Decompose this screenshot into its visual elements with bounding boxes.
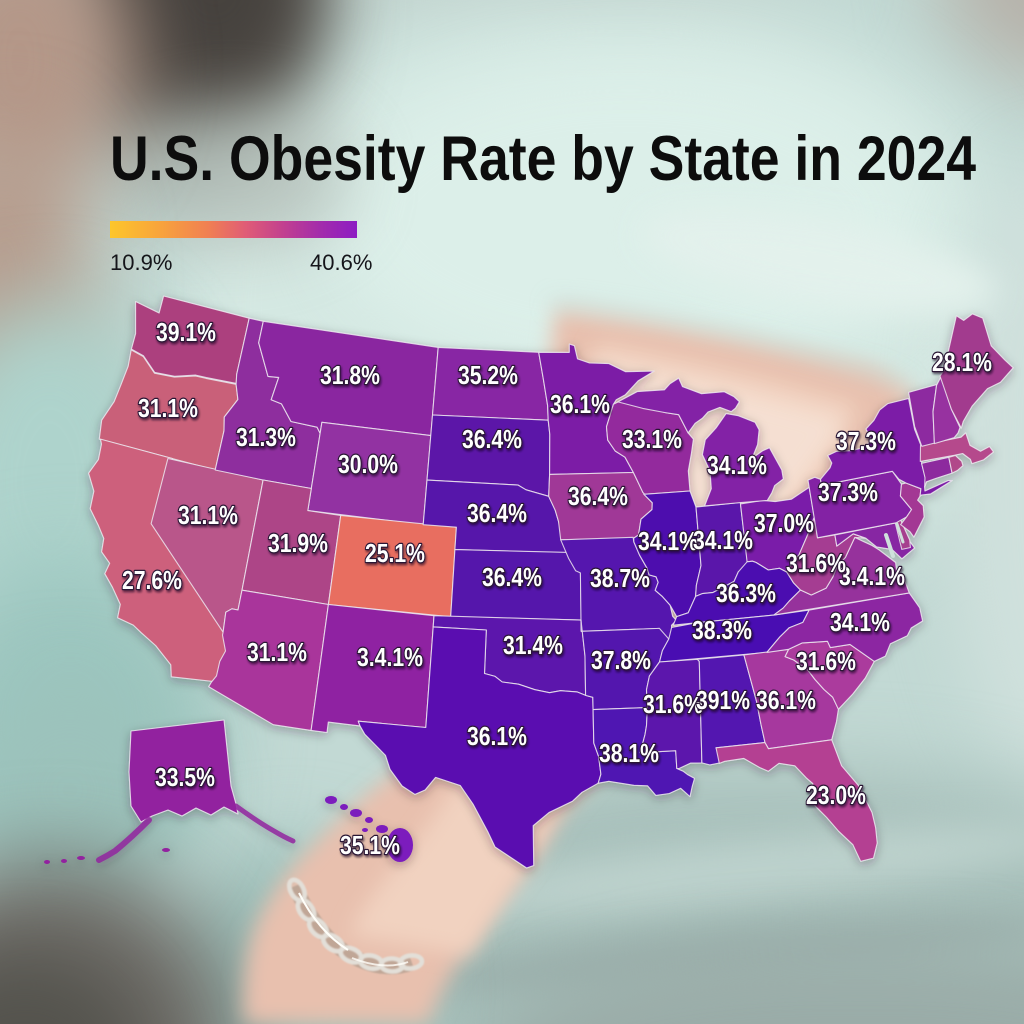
svg-text:31.1%: 31.1% xyxy=(138,393,198,423)
svg-text:36.1%: 36.1% xyxy=(550,389,610,419)
svg-text:27.6%: 27.6% xyxy=(122,565,182,595)
svg-text:37.8%: 37.8% xyxy=(591,645,651,675)
svg-text:U.S. Obesity Rate by State in: U.S. Obesity Rate by State in 2024 xyxy=(110,124,976,194)
svg-text:38.3%: 38.3% xyxy=(692,615,752,645)
svg-text:35.2%: 35.2% xyxy=(458,360,518,390)
svg-text:37.0%: 37.0% xyxy=(754,508,814,538)
svg-text:34.1%: 34.1% xyxy=(707,450,767,480)
svg-text:36.4%: 36.4% xyxy=(462,424,522,454)
svg-text:23.0%: 23.0% xyxy=(806,780,866,810)
svg-text:31.6%: 31.6% xyxy=(796,646,856,676)
svg-text:37.3%: 37.3% xyxy=(836,426,896,456)
svg-text:34.1%: 34.1% xyxy=(693,525,753,555)
svg-text:31.8%: 31.8% xyxy=(320,360,380,390)
svg-text:30.0%: 30.0% xyxy=(338,449,398,479)
svg-text:34.1%: 34.1% xyxy=(638,526,698,556)
svg-text:36.4%: 36.4% xyxy=(482,562,542,592)
svg-text:36.4%: 36.4% xyxy=(467,498,527,528)
svg-text:36.4%: 36.4% xyxy=(568,481,628,511)
svg-text:31.4%: 31.4% xyxy=(503,630,563,660)
svg-text:31.3%: 31.3% xyxy=(236,422,296,452)
svg-text:38.1%: 38.1% xyxy=(599,738,659,768)
svg-text:3.4.1%: 3.4.1% xyxy=(839,561,905,591)
svg-text:36.1%: 36.1% xyxy=(756,685,816,715)
svg-text:3.4.1%: 3.4.1% xyxy=(357,642,423,672)
svg-text:35.1%: 35.1% xyxy=(340,830,400,860)
svg-text:38.7%: 38.7% xyxy=(590,563,650,593)
svg-text:31.1%: 31.1% xyxy=(178,500,238,530)
svg-text:33.1%: 33.1% xyxy=(622,424,682,454)
svg-text:31.6%: 31.6% xyxy=(786,548,846,578)
svg-text:31.6%: 31.6% xyxy=(643,689,703,719)
svg-text:37.3%: 37.3% xyxy=(818,477,878,507)
svg-text:391%: 391% xyxy=(696,685,750,715)
svg-text:36.1%: 36.1% xyxy=(467,721,527,751)
svg-text:36.3%: 36.3% xyxy=(716,578,776,608)
svg-text:31.9%: 31.9% xyxy=(268,528,328,558)
svg-text:25.1%: 25.1% xyxy=(365,538,425,568)
svg-text:28.1%: 28.1% xyxy=(932,347,992,377)
svg-text:34.1%: 34.1% xyxy=(830,607,890,637)
svg-text:33.5%: 33.5% xyxy=(155,762,215,792)
svg-text:31.1%: 31.1% xyxy=(247,637,307,667)
svg-text:39.1%: 39.1% xyxy=(156,317,216,347)
